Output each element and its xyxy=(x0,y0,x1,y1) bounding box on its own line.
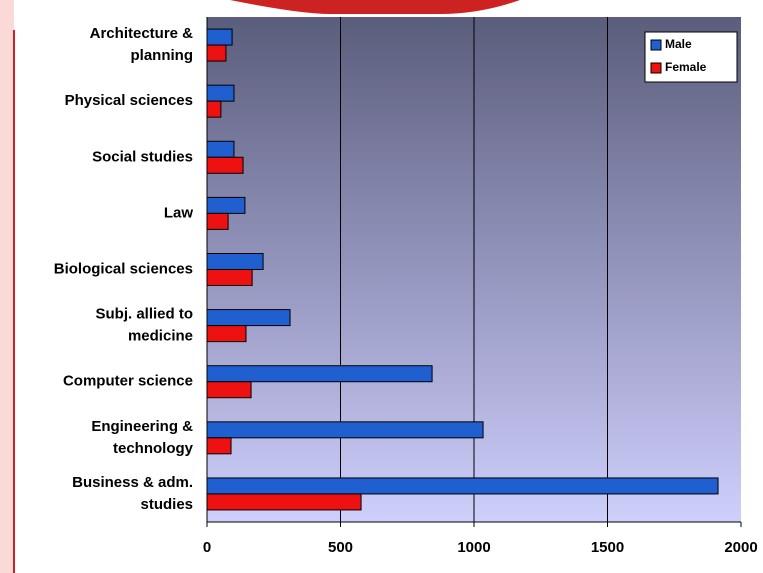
bar xyxy=(206,44,227,62)
label-line: Biological sciences xyxy=(54,260,193,277)
bar xyxy=(206,253,264,270)
bar xyxy=(206,212,229,230)
label-line: planning xyxy=(131,47,194,64)
y-tick-label: Engineering & technology xyxy=(91,418,193,457)
bar xyxy=(206,325,247,343)
label-line: Architecture & xyxy=(90,25,194,42)
bar xyxy=(206,437,232,455)
label-line: Subj. allied to xyxy=(95,306,193,323)
x-tick-label: 2000 xyxy=(724,539,757,556)
label-line: medicine xyxy=(128,328,193,345)
bar xyxy=(206,421,484,439)
decor-top xyxy=(230,0,520,14)
legend-label: Male xyxy=(665,37,692,51)
bar xyxy=(206,381,252,399)
decor-strip xyxy=(0,0,14,573)
legend-swatch xyxy=(650,39,662,51)
label-line: Physical sciences xyxy=(65,92,193,109)
legend-label: Female xyxy=(665,60,707,74)
bar xyxy=(206,84,235,102)
x-tick-label: 0 xyxy=(203,539,211,556)
bar xyxy=(206,196,246,214)
label-line: Law xyxy=(164,204,194,221)
label-line: Business & adm. xyxy=(72,474,193,491)
y-tick-label: Business & adm. studies xyxy=(72,474,193,513)
bar xyxy=(206,100,222,118)
bar xyxy=(206,28,233,46)
y-tick-label: Architecture & planning xyxy=(90,25,194,64)
y-tick-label: Biological sciences xyxy=(54,260,193,277)
label-line: technology xyxy=(113,440,194,457)
bar xyxy=(206,309,291,327)
bar xyxy=(206,365,433,383)
bar xyxy=(206,140,235,158)
label-line: studies xyxy=(140,496,193,513)
bar xyxy=(206,269,253,286)
y-tick-label: Computer science xyxy=(63,373,193,390)
y-tick-label: Physical sciences xyxy=(65,92,193,109)
label-line: Computer science xyxy=(63,373,193,390)
bar xyxy=(206,493,362,511)
x-tick-label: 1000 xyxy=(457,539,490,556)
x-tick-label: 1500 xyxy=(591,539,624,556)
legend-swatch xyxy=(650,62,662,74)
legend-box xyxy=(644,31,738,83)
bar xyxy=(206,477,719,495)
y-tick-label: Law xyxy=(164,204,194,221)
y-tick-label: Subj. allied to medicine xyxy=(95,306,193,345)
label-line: Social studies xyxy=(92,148,193,165)
bar xyxy=(206,156,244,174)
y-tick-label: Social studies xyxy=(92,148,193,165)
x-tick-label: 500 xyxy=(328,539,353,556)
label-line: Engineering & xyxy=(91,418,193,435)
